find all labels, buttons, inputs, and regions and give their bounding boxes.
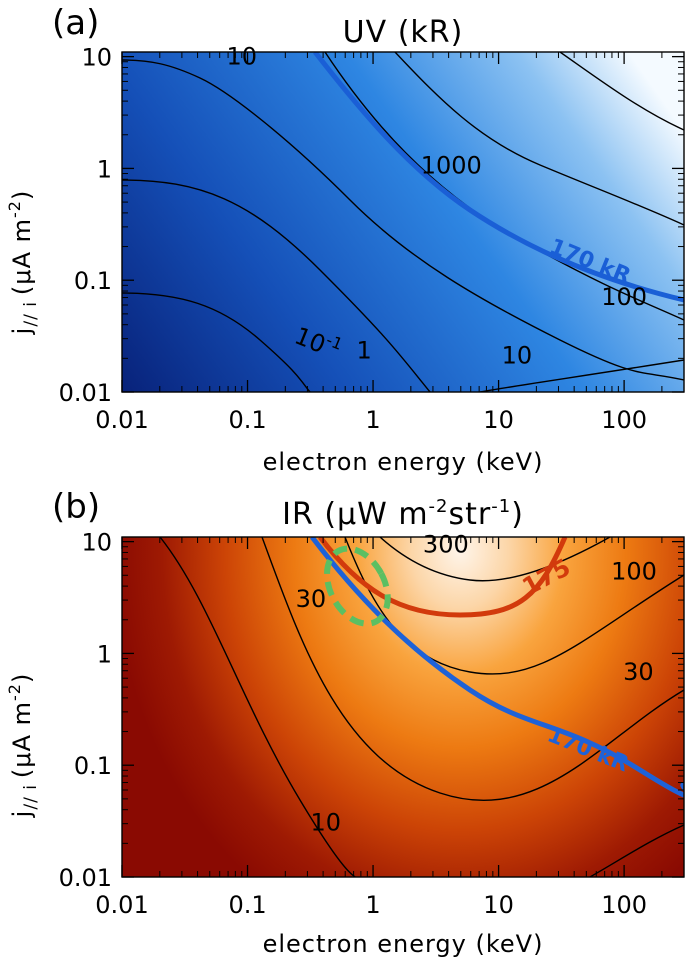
panel-a-title: UV (kR) <box>343 15 464 50</box>
y-tick-label: 0.01 <box>59 379 112 407</box>
contour-label: 10 <box>502 341 533 369</box>
panel-a-heatmap <box>122 52 684 392</box>
contour-10-b <box>159 537 370 877</box>
x-tick-label: 100 <box>601 406 647 434</box>
contour-label: 100 <box>601 283 647 311</box>
panel-a-contours <box>122 52 684 392</box>
panel-b-title: IR (μW m-2str-1) <box>282 496 524 532</box>
contour-100-b <box>344 537 684 675</box>
contour-300 <box>379 537 611 582</box>
x-tick-label: 1 <box>365 406 380 434</box>
contour-1000 <box>394 52 684 226</box>
contour-10-lower <box>479 359 684 392</box>
x-tick-label: 0.1 <box>228 406 266 434</box>
contour-30 <box>261 537 684 802</box>
y-tick-label: 10 <box>81 529 112 557</box>
highlight-ellipse <box>324 545 391 627</box>
x-tick-label: 1 <box>365 891 380 919</box>
contour-175 <box>318 537 568 618</box>
contour-170kr <box>313 52 684 303</box>
panel-a-xlabel: electron energy (keV) <box>263 448 544 476</box>
panel-b-label: (b) <box>52 487 100 527</box>
contour-label: 300 <box>423 530 469 558</box>
panel-b-xlabel: electron energy (keV) <box>263 930 544 958</box>
y-tick-label: 10 <box>81 44 112 72</box>
panel-a-label: (a) <box>52 3 99 43</box>
y-tick-label: 1 <box>97 640 112 668</box>
panel-b-ylabel: j// i(μA m-2) <box>5 673 41 819</box>
contour-label: 30 <box>296 585 327 613</box>
y-tick-label: 0.01 <box>59 864 112 892</box>
x-tick-label: 10 <box>483 891 514 919</box>
y-tick-label: 0.1 <box>74 267 112 295</box>
contour-label: 1000 <box>421 152 482 180</box>
contour-label: 100 <box>611 557 657 585</box>
x-tick-label: 10 <box>483 406 514 434</box>
contour-10 <box>122 59 684 381</box>
contour-label: 30 <box>623 658 654 686</box>
panel-b-contours <box>159 537 684 877</box>
contour-3000 <box>559 52 684 131</box>
x-tick-label: 100 <box>601 891 647 919</box>
contour-label: 1 <box>357 336 372 364</box>
y-tick-label: 1 <box>97 155 112 183</box>
x-tick-label: 0.01 <box>95 406 148 434</box>
x-tick-label: 0.01 <box>95 891 148 919</box>
contour-10-corner <box>589 824 684 877</box>
y-tick-label: 0.1 <box>74 752 112 780</box>
contour-0-1 <box>122 292 311 392</box>
panel-a-ylabel: j// i(μA m-2) <box>5 190 41 336</box>
contour-label: 10 <box>310 809 341 837</box>
contour-1 <box>122 179 431 392</box>
panel-b-heatmap <box>122 537 684 877</box>
x-tick-label: 0.1 <box>228 891 266 919</box>
